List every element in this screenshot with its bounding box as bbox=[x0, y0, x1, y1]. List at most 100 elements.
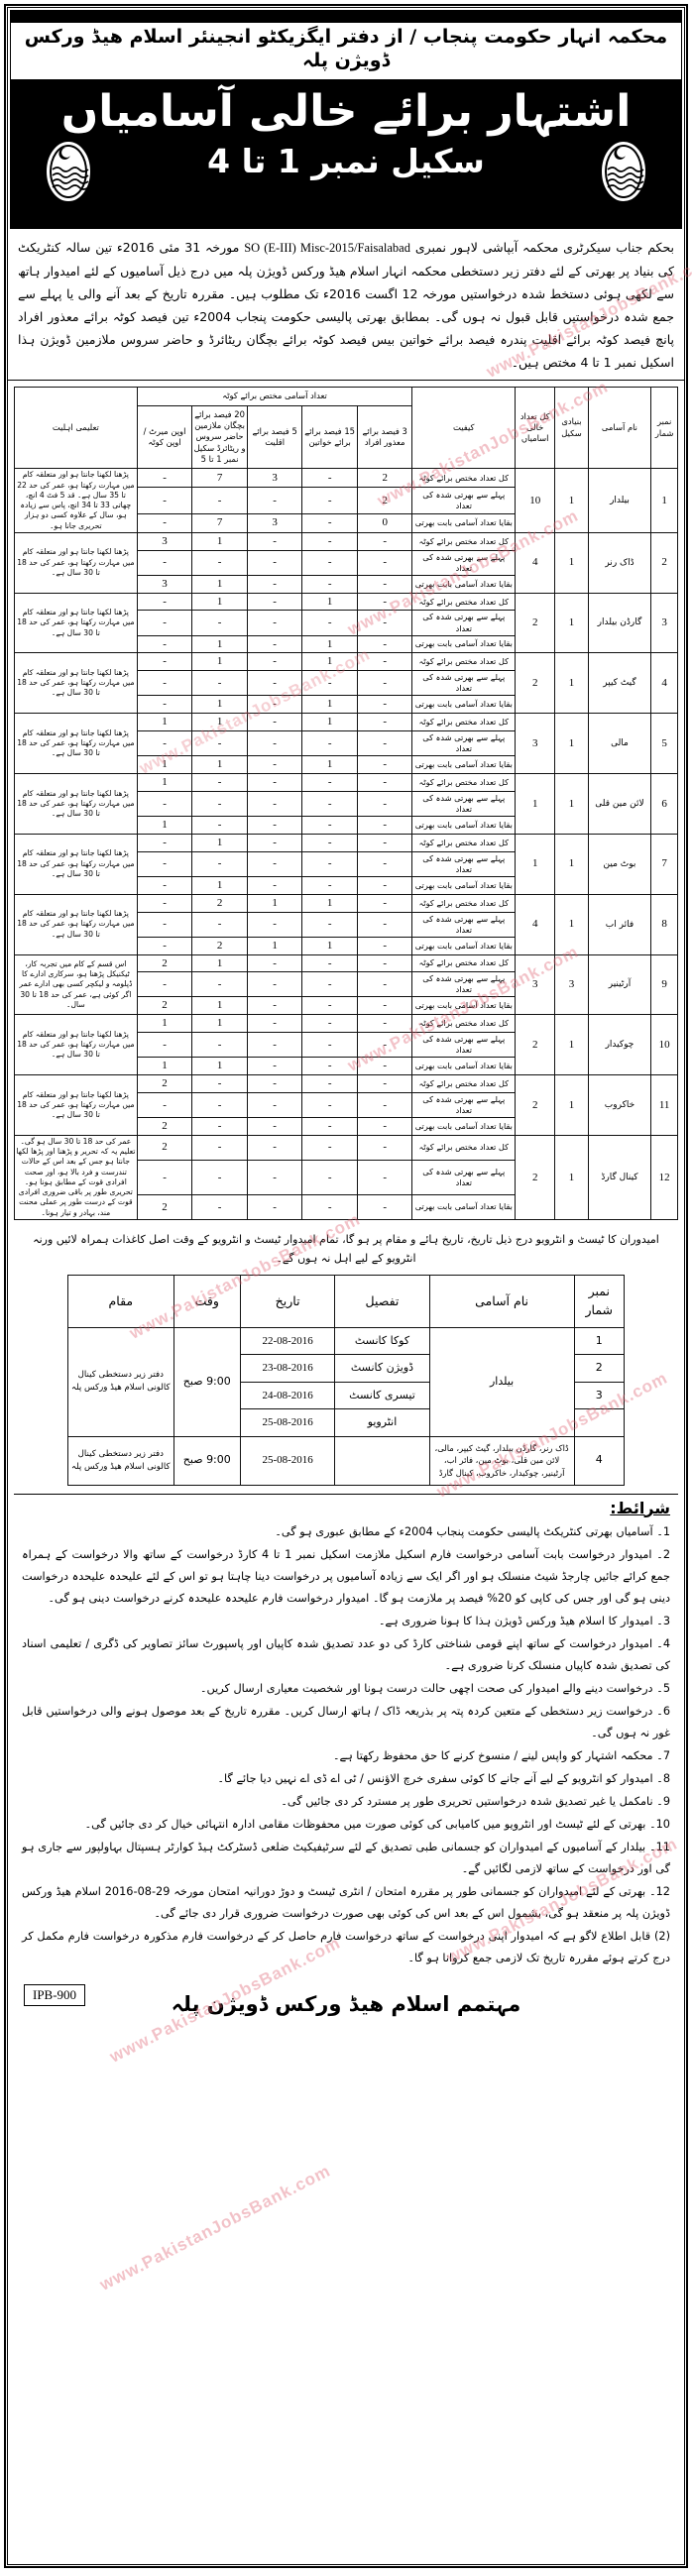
cell-quota-disabled: - bbox=[356, 574, 413, 594]
cell-quota-disabled: - bbox=[356, 549, 413, 576]
intro-text-part1: بحکم جناب سیکرٹری محکمہ آبپاشی لاہور نمب… bbox=[414, 239, 674, 255]
cell-basic-scale: 1 bbox=[554, 893, 589, 955]
cell-quota-women: - bbox=[301, 833, 358, 852]
cell-row-label: پہلے سے بھرتی شدہ کی تعداد bbox=[411, 911, 517, 938]
condition-item: 5۔ درخواست دینے والے امیدوار کی صحت اچھی… bbox=[199, 1681, 670, 1695]
cell-quota-disabled: - bbox=[356, 1091, 413, 1119]
cell-qualification: پڑھنا لکھنا جانتا ہو اور متعلقہ کام میں … bbox=[14, 592, 138, 654]
cell-quota-disabled: - bbox=[356, 911, 413, 938]
cell-row-label: کل تعداد مختص برائے کوٹہ bbox=[411, 1134, 517, 1161]
table-row: 8 فائر اب 1 4 کل تعداد مختص برائے کوٹہ -1 1 2- پ… bbox=[14, 893, 678, 955]
cell-serial: 7 bbox=[650, 833, 678, 895]
cell-row-label: بقایا تعداد آسامی بابت بھرتی bbox=[411, 1057, 517, 1076]
cell-quota-minority: - bbox=[246, 592, 303, 612]
cell-quota-women: 1 bbox=[301, 634, 358, 654]
condition-item: 6۔ درخواست زیر دستخطی کے متعین کردہ پتہ … bbox=[22, 1704, 670, 1739]
cell-sched-date: 25-08-2016 bbox=[239, 1408, 336, 1437]
cell-quota-open: 1 bbox=[136, 816, 193, 835]
cell-quota-children: 1 bbox=[191, 634, 248, 654]
th-serial: نمبر شمار bbox=[650, 387, 678, 470]
table-row: 5 مالی 1 3 کل تعداد مختص برائے کوٹہ -1-1 1 پڑھن… bbox=[14, 713, 678, 775]
condition-item: 3۔ امیدوار کا اسلام ھیڈ ورکس ڈویژن ہذا ک… bbox=[378, 1614, 670, 1627]
intro-paragraph: بحکم جناب سیکرٹری محکمہ آبپاشی لاہور نمب… bbox=[8, 229, 684, 382]
cell-quota-children: 1 bbox=[191, 833, 248, 852]
cell-quota-women: - bbox=[301, 911, 358, 938]
cell-quota-women: - bbox=[301, 1014, 358, 1034]
cell-row-label: بقایا تعداد آسامی بابت بھرتی bbox=[411, 574, 517, 594]
cell-quota-open: - bbox=[136, 512, 193, 533]
cell-qualification: پڑھنا لکھنا جانتا ہو اور متعلقہ کام میں … bbox=[14, 893, 138, 955]
cell-row-label: کل تعداد مختص برائے کوٹہ bbox=[411, 893, 517, 913]
cell-quota-minority: - bbox=[246, 816, 303, 835]
cell-quota-children: 7 bbox=[191, 468, 248, 489]
table-row: بقایا تعداد آسامی بابت بھرتی - - -1 3 bbox=[15, 574, 678, 594]
cell-quota-open: - bbox=[136, 730, 193, 757]
cell-quota-women: - bbox=[301, 816, 358, 835]
cell-quota-women: - bbox=[301, 670, 358, 697]
cell-qualification: عمر کی حد 18 تا 30 سال ہو گی۔ تعلیم یہ ک… bbox=[14, 1134, 138, 1220]
th-total-posts: کل تعداد خالی اسامیاں bbox=[515, 387, 556, 470]
cell-quota-women: - bbox=[301, 790, 358, 818]
cell-quota-women: - bbox=[301, 1032, 358, 1059]
table-row: 11 خاکروب 1 2 کل تعداد مختص برائے کوٹہ - - - -2 پ… bbox=[14, 1074, 678, 1136]
cell-post-name: چوکیدار bbox=[587, 1014, 652, 1076]
table-row: 10 چوکیدار 1 2 کل تعداد مختص برائے کوٹہ - - -1 1… bbox=[14, 1014, 678, 1076]
cell-post-name: لائن مین قلی bbox=[587, 773, 652, 835]
cell-serial: 8 bbox=[650, 893, 678, 955]
cell-quota-children: - bbox=[191, 1032, 248, 1059]
cell-quota-children: 1 bbox=[191, 592, 248, 612]
table-row: 4 گیٹ کیپر 1 2 کل تعداد مختص برائے کوٹہ -1-1-… bbox=[14, 652, 678, 715]
table-row: 3 گارڈن بیلدار 1 2 کل تعداد مختص برائے کوٹہ -… bbox=[14, 592, 678, 654]
cell-post-name: ڈاک رنر bbox=[587, 531, 652, 594]
table-row: پہلے سے بھرتی شدہ کی تعداد - - - - - bbox=[15, 610, 678, 636]
cell-quota-disabled: - bbox=[356, 730, 413, 757]
signature-line: مہتمم اسلام ھیڈ ورکس ڈویژن پلہ bbox=[171, 1991, 521, 2016]
cell-quota-minority: - bbox=[246, 911, 303, 938]
cell-sched-detail bbox=[334, 1435, 430, 1486]
condition-item: (2) قابل اطلاع لاگو ہے کہ امیدوار اپنی د… bbox=[22, 1929, 670, 1964]
cell-quota-women: 1 bbox=[301, 893, 358, 913]
cell-quota-women: - bbox=[301, 875, 358, 895]
cell-quota-minority: - bbox=[246, 531, 303, 551]
cell-quota-minority: - bbox=[246, 1091, 303, 1119]
th-quota-open: اوپن میرٹ / اوپن کوٹہ bbox=[136, 404, 193, 470]
condition-item: 8۔ امیدوار کو انٹرویو کے لیے آنے جانے کا… bbox=[217, 1771, 670, 1785]
cell-total-posts: 4 bbox=[515, 893, 556, 955]
cell-quota-minority: - bbox=[246, 790, 303, 818]
cell-quota-minority: - bbox=[246, 773, 303, 792]
cell-quota-open: - bbox=[136, 850, 193, 877]
cell-row-label: کل تعداد مختص برائے کوٹہ bbox=[411, 652, 517, 672]
cell-quota-minority: - bbox=[246, 634, 303, 654]
cell-quota-disabled: - bbox=[356, 936, 413, 955]
cell-quota-minority: - bbox=[246, 850, 303, 877]
conditions-heading: شرائط: bbox=[610, 1498, 670, 1517]
table-row: بقایا تعداد آسامی بابت بھرتی -1-1 1 bbox=[15, 755, 678, 775]
cell-quota-women: - bbox=[301, 1074, 358, 1093]
cell-quota-disabled: 2 bbox=[356, 468, 413, 489]
table-row: بقایا تعداد آسامی بابت بھرتی 0-3 7- bbox=[15, 512, 678, 533]
cell-serial: 10 bbox=[650, 1014, 678, 1076]
th-sched-detail: تفصیل bbox=[334, 1275, 430, 1328]
cell-quota-open: - bbox=[136, 634, 193, 654]
cell-quota-children: - bbox=[191, 773, 248, 792]
cell-quota-disabled: - bbox=[356, 790, 413, 818]
cell-quota-disabled: - bbox=[356, 1057, 413, 1076]
condition-item: 12۔ بھرتی کے لئے امیدواران کو جسمانی طور… bbox=[22, 1884, 670, 1920]
intro-text-part2: مورخہ 31 مئی 2016ء تین سالہ کنٹریکٹ کی ب… bbox=[18, 239, 674, 371]
cell-quota-women: - bbox=[301, 531, 358, 551]
condition-item: 9۔ نامکمل یا غیر تصدیق شدہ درخواستیں تحر… bbox=[281, 1794, 670, 1808]
cell-quota-disabled: - bbox=[356, 652, 413, 672]
cell-quota-minority: - bbox=[246, 730, 303, 757]
cell-row-label: بقایا تعداد آسامی بابت بھرتی bbox=[411, 634, 517, 654]
cell-post-name: فائر اب bbox=[587, 893, 652, 955]
cell-quota-open: - bbox=[136, 652, 193, 672]
cell-quota-women: - bbox=[301, 953, 358, 973]
cell-row-label: کل تعداد مختص برائے کوٹہ bbox=[411, 833, 517, 852]
cell-quota-children: 1 bbox=[191, 1014, 248, 1034]
outer-border: www.PakistanJobsBank.com www.PakistanJob… bbox=[4, 4, 692, 2568]
cell-qualification: پڑھنا لکھنا جانتا ہو اور متعلقہ کام میں … bbox=[14, 468, 138, 533]
cell-quota-open: - bbox=[136, 1032, 193, 1059]
cell-quota-minority: - bbox=[246, 1014, 303, 1034]
cell-quota-women: - bbox=[301, 1057, 358, 1076]
